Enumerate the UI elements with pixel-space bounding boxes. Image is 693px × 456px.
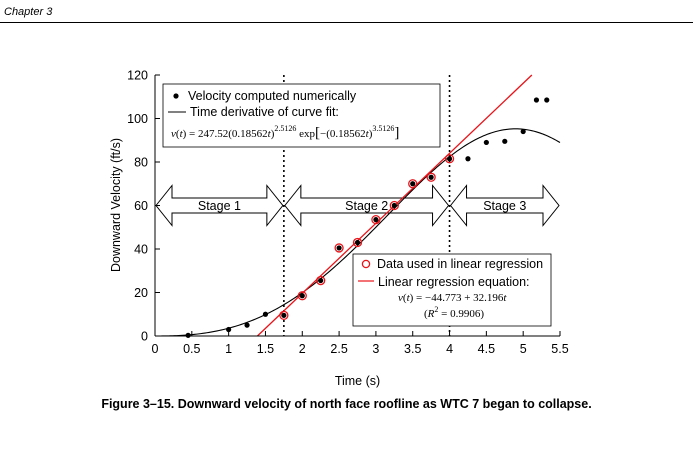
legend-upper-box bbox=[162, 83, 441, 148]
y-tick-label: 120 bbox=[127, 69, 148, 83]
y-tick-label: 100 bbox=[127, 112, 148, 126]
stage-label: Stage 1 bbox=[198, 199, 241, 213]
stage-arrow bbox=[155, 184, 284, 227]
legend-lower-box bbox=[352, 253, 552, 327]
legend-curve-label: Time derivative of curve fit: bbox=[190, 105, 339, 119]
regression-point bbox=[316, 275, 326, 286]
velocity-point bbox=[281, 312, 287, 318]
regression-point bbox=[371, 214, 381, 225]
legend-regression-marker bbox=[361, 259, 371, 269]
velocity-point bbox=[533, 97, 540, 103]
page-header: Chapter 3 bbox=[0, 0, 693, 24]
x-tick-label: 4 bbox=[446, 342, 453, 356]
regression-point bbox=[279, 310, 289, 320]
stage-arrow bbox=[284, 184, 450, 227]
x-tick-label: 2.5 bbox=[330, 342, 347, 356]
velocity-point bbox=[354, 239, 361, 246]
velocity-point bbox=[502, 138, 508, 144]
velocity-point bbox=[226, 326, 232, 333]
velocity-point bbox=[544, 97, 550, 103]
legend-regression-label: Linear regression equation: bbox=[378, 275, 530, 289]
y-tick-label: 60 bbox=[134, 199, 148, 213]
velocity-point bbox=[391, 202, 397, 209]
stage-label: Stage 3 bbox=[483, 199, 526, 213]
x-axis-title: Time (s) bbox=[335, 374, 380, 388]
velocity-point bbox=[299, 293, 305, 299]
y-tick-label: 0 bbox=[141, 330, 148, 344]
x-tick-label: 2 bbox=[299, 342, 306, 356]
regression-point bbox=[426, 172, 436, 182]
regression-point bbox=[334, 243, 344, 253]
velocity-point bbox=[373, 217, 379, 223]
velocity-chart: Stage 1 Stage 2 Stage 3 0 0.5 1 1.5 2 2.5 3 3.5 4 4… bbox=[109, 69, 569, 389]
legend-lower: Data used in linear regression Linear re… bbox=[352, 253, 552, 327]
regression-point bbox=[352, 237, 363, 248]
velocity-point bbox=[446, 156, 453, 162]
x-tick-label: 4.5 bbox=[478, 342, 495, 356]
stage-label: Stage 2 bbox=[345, 199, 388, 213]
velocity-point bbox=[185, 332, 191, 338]
header-rule bbox=[0, 22, 693, 23]
velocity-point bbox=[336, 245, 342, 251]
x-tick-label: 3 bbox=[372, 342, 379, 356]
regression-point bbox=[389, 200, 399, 211]
x-tick-label: 1 bbox=[225, 342, 232, 356]
x-tick-label: 1.5 bbox=[257, 342, 274, 356]
legend-point-marker bbox=[173, 93, 179, 99]
y-axis-title: Downward Velocity (ft/s) bbox=[109, 138, 123, 272]
figure-caption: Figure 3–15. Downward velocity of north … bbox=[101, 397, 592, 411]
legend-regression-points-label: Data used in linear regression bbox=[377, 257, 543, 271]
legend-upper: Velocity computed numerically Time deriv… bbox=[162, 83, 441, 148]
legend-points-label: Velocity computed numerically bbox=[188, 89, 357, 103]
regression-point bbox=[444, 154, 455, 164]
x-tick-label: 0.5 bbox=[183, 342, 200, 356]
x-tick-label: 0 bbox=[152, 342, 159, 356]
chapter-label: Chapter 3 bbox=[4, 6, 53, 18]
x-tick-label: 5 bbox=[520, 342, 527, 356]
y-tick-label: 40 bbox=[134, 243, 148, 257]
stage-boundaries bbox=[283, 75, 451, 336]
velocity-points-series bbox=[185, 97, 550, 338]
regression-points-series bbox=[279, 154, 455, 320]
y-tick-label: 20 bbox=[134, 286, 148, 300]
legend-curve-equation: v(t) = 247.52(0.18562t)2.5126 exp[−(0.18… bbox=[171, 124, 399, 141]
stage-arrows: Stage 1 Stage 2 Stage 3 bbox=[155, 184, 560, 227]
velocity-point bbox=[318, 277, 324, 284]
velocity-point bbox=[483, 139, 489, 146]
velocity-point bbox=[465, 156, 471, 162]
x-tick-label: 3.5 bbox=[404, 342, 421, 356]
regression-point bbox=[408, 179, 418, 189]
legend-regression-equation: v(t) = −44.773 + 32.196t bbox=[398, 292, 507, 304]
velocity-point bbox=[410, 181, 416, 187]
stage-arrow bbox=[449, 184, 560, 227]
y-tick-label: 80 bbox=[134, 156, 148, 170]
x-tick-label: 5.5 bbox=[551, 342, 568, 356]
velocity-point bbox=[262, 311, 269, 317]
legend-regression-r2: (R2 = 0.9906) bbox=[424, 305, 484, 320]
velocity-point bbox=[520, 128, 526, 135]
velocity-point bbox=[244, 322, 250, 328]
regression-point bbox=[297, 291, 307, 301]
axes: 0 0.5 1 1.5 2 2.5 3 3.5 4 4.5 5 5.5 0 20 40 60 80 100 120 bbox=[127, 69, 569, 357]
velocity-point bbox=[428, 174, 434, 180]
